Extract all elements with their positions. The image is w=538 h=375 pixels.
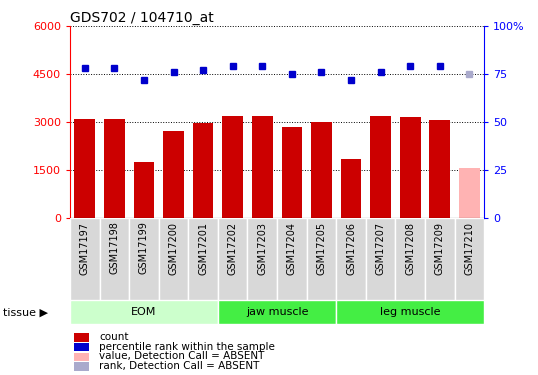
Text: GSM17198: GSM17198 xyxy=(109,222,119,274)
Bar xyxy=(341,159,362,218)
Bar xyxy=(281,127,302,218)
Text: rank, Detection Call = ABSENT: rank, Detection Call = ABSENT xyxy=(99,362,259,371)
Bar xyxy=(429,120,450,218)
Bar xyxy=(247,217,277,300)
Bar xyxy=(133,162,154,218)
Text: GSM17205: GSM17205 xyxy=(316,222,327,275)
Text: GSM17197: GSM17197 xyxy=(80,222,90,274)
Bar xyxy=(336,300,484,324)
Text: GSM17200: GSM17200 xyxy=(168,222,179,274)
Text: leg muscle: leg muscle xyxy=(380,307,441,317)
Bar xyxy=(336,217,366,300)
Bar xyxy=(159,217,188,300)
Bar xyxy=(459,168,480,217)
Text: GSM17201: GSM17201 xyxy=(198,222,208,274)
Text: GSM17209: GSM17209 xyxy=(435,222,445,274)
Bar xyxy=(163,132,184,218)
Text: GSM17208: GSM17208 xyxy=(405,222,415,274)
Text: GSM17207: GSM17207 xyxy=(376,222,386,275)
Bar xyxy=(395,217,425,300)
Bar xyxy=(277,217,307,300)
Text: count: count xyxy=(99,332,129,342)
Text: GSM17206: GSM17206 xyxy=(346,222,356,274)
Bar xyxy=(193,123,214,218)
Bar xyxy=(366,217,395,300)
Text: GSM17204: GSM17204 xyxy=(287,222,297,274)
Bar xyxy=(129,217,159,300)
Text: percentile rank within the sample: percentile rank within the sample xyxy=(99,342,275,352)
Bar xyxy=(218,300,336,324)
Bar xyxy=(74,333,89,342)
Bar xyxy=(222,116,243,218)
Text: GSM17202: GSM17202 xyxy=(228,222,238,275)
Bar xyxy=(370,116,391,218)
Text: EOM: EOM xyxy=(131,307,157,317)
Bar xyxy=(74,352,89,361)
Bar xyxy=(311,122,332,218)
Bar xyxy=(74,362,89,371)
Bar xyxy=(74,118,95,218)
Text: GSM17203: GSM17203 xyxy=(257,222,267,274)
Bar xyxy=(100,217,129,300)
Text: tissue ▶: tissue ▶ xyxy=(3,307,48,317)
Text: value, Detection Call = ABSENT: value, Detection Call = ABSENT xyxy=(99,351,264,361)
Bar xyxy=(104,118,125,218)
Bar xyxy=(74,343,89,351)
Bar xyxy=(252,116,273,218)
Bar xyxy=(70,300,218,324)
Bar xyxy=(425,217,455,300)
Text: GSM17210: GSM17210 xyxy=(464,222,475,274)
Text: GDS702 / 104710_at: GDS702 / 104710_at xyxy=(70,11,214,25)
Bar xyxy=(218,217,247,300)
Bar xyxy=(188,217,218,300)
Text: GSM17199: GSM17199 xyxy=(139,222,149,274)
Bar xyxy=(70,217,100,300)
Bar xyxy=(455,217,484,300)
Bar xyxy=(400,117,421,218)
Text: jaw muscle: jaw muscle xyxy=(246,307,308,317)
Bar xyxy=(307,217,336,300)
